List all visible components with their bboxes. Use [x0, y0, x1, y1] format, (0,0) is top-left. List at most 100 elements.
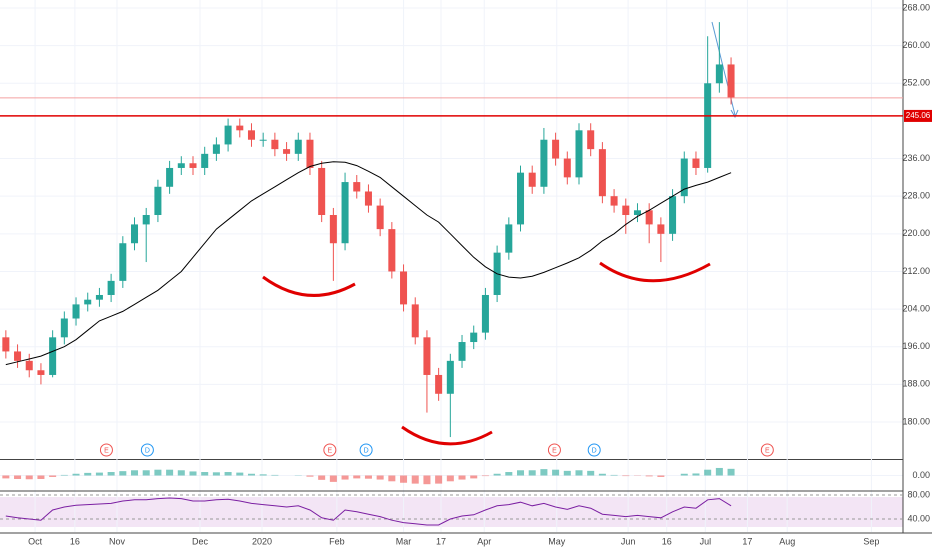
x-tick-label: 17: [742, 536, 752, 546]
candle-body: [49, 337, 57, 375]
candle-body: [470, 332, 478, 343]
histogram-bar: [423, 475, 431, 485]
drawn-arrow-head: [730, 109, 739, 119]
histogram-bar: [177, 470, 185, 476]
histogram-bar: [306, 475, 314, 477]
y-tick-label: 228.00: [902, 191, 930, 201]
histogram-bar: [142, 470, 150, 476]
rsi-line: [5, 497, 732, 526]
candle-body: [329, 215, 337, 244]
y-tick-label: 180.00: [902, 416, 930, 426]
event-label: D: [592, 447, 597, 454]
candle-body: [540, 139, 548, 187]
candle-body: [224, 125, 232, 145]
histogram-bar: [680, 473, 688, 476]
event-marker: [140, 443, 154, 457]
candle-body: [107, 280, 115, 295]
candle-body: [25, 360, 33, 371]
y-tick-label: 236.00: [902, 153, 930, 163]
candle-body: [692, 158, 700, 168]
x-tick-label: Sep: [863, 536, 879, 546]
histogram-bar: [587, 470, 595, 476]
candle-body: [657, 224, 665, 234]
histogram-bar: [411, 475, 419, 484]
histogram-bar: [154, 469, 162, 476]
candle-body: [364, 191, 372, 206]
histogram-bar: [552, 469, 560, 476]
candle-body: [610, 196, 618, 206]
x-tick-label: 17: [436, 536, 446, 546]
histogram-bar: [692, 473, 700, 476]
candle-body: [72, 304, 80, 319]
candle-body: [119, 243, 127, 281]
candle-body: [587, 130, 595, 150]
candle-body: [575, 130, 583, 178]
candle-body: [247, 130, 255, 140]
price-label-bg: [904, 109, 932, 122]
event-marker: [323, 443, 337, 457]
candle-body: [271, 139, 279, 150]
candle-body: [283, 149, 291, 154]
histogram-bar: [540, 469, 548, 476]
histogram-bar: [212, 472, 220, 476]
y-tick-label: 40.00: [907, 513, 930, 523]
event-label: D: [145, 447, 150, 454]
candle-body: [435, 374, 443, 394]
histogram-bar: [271, 474, 279, 476]
y-tick-label: 212.00: [902, 266, 930, 276]
candle-body: [598, 149, 606, 197]
histogram-bar: [329, 475, 337, 482]
candle-body: [645, 210, 653, 225]
histogram-bar: [657, 475, 665, 477]
candle-body: [189, 163, 197, 168]
histogram-bar: [610, 474, 618, 476]
candle-body: [528, 172, 536, 187]
drawn-arc: [262, 275, 356, 297]
histogram-bar: [341, 475, 349, 480]
candle-body: [715, 64, 723, 84]
histogram-bar: [517, 470, 525, 476]
x-tick-label: May: [548, 536, 566, 546]
x-tick-label: Aug: [779, 536, 795, 546]
drawn-arc: [401, 425, 493, 446]
histogram-bar: [14, 475, 22, 479]
rsi-band: [0, 497, 903, 527]
candle-body: [727, 64, 735, 98]
candle-body: [552, 139, 560, 159]
candle-body: [669, 196, 677, 234]
histogram-bar: [446, 475, 454, 482]
candle-body: [704, 83, 712, 168]
x-tick-label: Nov: [109, 536, 126, 546]
histogram-bar: [166, 469, 174, 476]
histogram-bar: [95, 472, 103, 476]
candle-body: [131, 224, 139, 244]
event-marker: [760, 443, 774, 457]
histogram-bar: [224, 472, 232, 476]
histogram-bar: [259, 474, 267, 476]
histogram-bar: [364, 475, 372, 479]
y-tick-label: 204.00: [902, 303, 930, 313]
histogram-bar: [60, 474, 68, 476]
candle-body: [259, 139, 267, 141]
histogram-bar: [25, 475, 33, 480]
candle-body: [142, 215, 150, 225]
event-marker: [547, 443, 561, 457]
event-label: D: [364, 447, 369, 454]
candle-body: [517, 172, 525, 225]
histogram-bar: [107, 472, 115, 476]
histogram-bar: [470, 475, 478, 479]
histogram-bar: [715, 467, 723, 476]
histogram-bar: [704, 469, 712, 476]
histogram-bar: [727, 468, 735, 476]
candle-body: [563, 158, 571, 178]
candle-body: [622, 205, 630, 216]
candle-body: [458, 342, 466, 361]
candle-body: [37, 370, 45, 375]
histogram-bar: [119, 471, 127, 476]
histogram-bar: [236, 472, 244, 476]
candle-body: [400, 271, 408, 305]
histogram-bar: [645, 475, 653, 477]
event-label: E: [765, 447, 770, 454]
histogram-bar: [575, 470, 583, 476]
